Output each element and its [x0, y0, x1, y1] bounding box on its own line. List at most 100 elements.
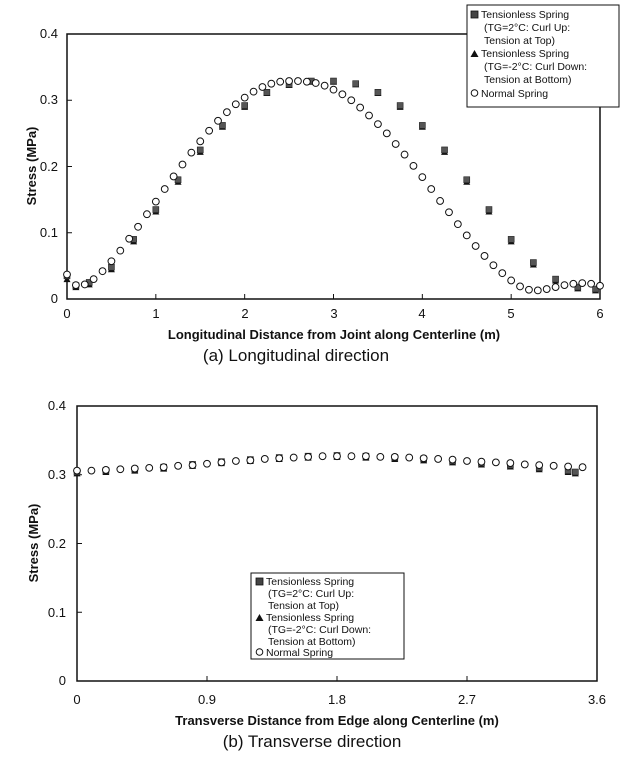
chart-a-xlabel: Longitudinal Distance from Joint along C… — [168, 327, 500, 342]
chart-b-point-circle — [73, 466, 81, 475]
chart-b-ytick-label: 0.1 — [48, 605, 66, 620]
chart-b-point-circle — [260, 455, 269, 463]
chart-a-ytick-label: 0 — [51, 291, 58, 306]
chart-b-point-circle — [477, 457, 486, 466]
chart-a-point-circle — [471, 242, 480, 250]
chart-b-point-circle — [506, 459, 515, 467]
chart-a-ytick-label: 0.4 — [40, 26, 58, 41]
chart-b-legend-label: (TG=2°C: Curl Up: — [268, 588, 354, 600]
chart-b-point-circle — [246, 456, 255, 465]
chart-b-x-ticks: 0 0.9 1.8 2.7 3.6 — [73, 692, 606, 707]
chart-a-legend-label: (TG=-2°C: Curl Down: — [484, 61, 587, 73]
chart-a-ytick-label: 0.3 — [40, 92, 58, 107]
chart-b-point-circle — [448, 455, 457, 464]
chart-a-point-circle — [382, 129, 391, 138]
chart-b-point-circle — [361, 452, 370, 461]
chart-a-ytick-label: 0.1 — [40, 225, 58, 240]
chart-a-point-circle — [178, 160, 187, 169]
chart-a-point-circle — [214, 116, 222, 125]
chart-a-point-circle — [98, 267, 107, 276]
chart-a-x-ticks: 0 1 2 3 4 5 6 — [63, 306, 603, 321]
chart-a-point-circle — [569, 279, 578, 288]
chart-a-point-circle — [507, 276, 516, 285]
chart-b-point-circle — [419, 454, 428, 463]
chart-a-point-circle — [196, 137, 205, 146]
chart-b-xlabel: Transverse Distance from Edge along Cent… — [175, 713, 499, 728]
chart-a-point-square — [374, 89, 382, 96]
chart-a-point-circle — [542, 285, 551, 293]
chart-a-point-square — [396, 102, 404, 109]
chart-b-legend-label: Normal Spring — [266, 647, 333, 659]
chart-a-xtick-label: 1 — [152, 306, 159, 321]
chart-b-point-circle — [275, 454, 284, 463]
chart-b-point-circle — [549, 461, 558, 470]
chart-b-point-circle — [578, 463, 587, 472]
chart-a-legend-triangle-marker — [470, 50, 479, 57]
chart-a-point-circle — [116, 246, 125, 255]
chart-a-point-circle — [498, 269, 507, 278]
chart-a-point-circle — [205, 126, 214, 135]
chart-a-point-square — [530, 259, 537, 266]
chart-a-point-circle — [249, 87, 258, 96]
chart-a-y-ticks: 0 0.1 0.2 0.3 0.4 — [40, 26, 58, 306]
chart-b-point-circle — [203, 459, 211, 468]
chart-a-point-circle — [302, 77, 311, 86]
chart-a-point-circle — [525, 285, 533, 294]
chart-b-point-circle — [390, 452, 399, 461]
chart-b-point-circle — [116, 465, 125, 474]
chart-a-point-circle — [187, 148, 196, 157]
chart-a-point-circle — [294, 77, 302, 85]
chart-b-legend-square-marker — [255, 577, 264, 586]
chart-a-point-circle — [258, 83, 267, 91]
chart-b-point-circle — [174, 461, 183, 470]
chart-b-point-circle — [188, 461, 197, 470]
chart-a-point-circle — [89, 275, 98, 284]
chart-a-xtick-label: 5 — [507, 306, 514, 321]
chart-a-xtick-label: 3 — [330, 306, 337, 321]
chart-a-point-circle — [453, 220, 462, 229]
chart-b-xtick-label: 3.6 — [588, 692, 606, 707]
chart-a-point-circle — [516, 282, 524, 291]
chart-a-point-square — [352, 80, 360, 87]
chart-a-point-circle — [489, 261, 498, 270]
chart-b-legend-label: (TG=-2°C: Curl Down: — [268, 624, 371, 636]
chart-a-point-circle — [276, 77, 285, 86]
chart-b-point-circle — [491, 458, 500, 467]
chart-b-point-circle — [520, 460, 529, 469]
chart-a-point-square — [196, 146, 204, 154]
chart-b-point-circle — [463, 457, 471, 465]
chart-b-legend-label: Tensionless Spring — [266, 576, 354, 588]
chart-a-point-circle — [151, 197, 160, 206]
chart-a-point-circle — [143, 210, 151, 219]
chart-a-point-square — [241, 102, 248, 109]
chart-b-point-circle — [304, 452, 313, 461]
chart-a-point-circle — [409, 161, 418, 170]
chart-a-point-circle — [374, 120, 382, 128]
chart-b-point-circle — [318, 452, 327, 461]
chart-b-point-circle — [376, 452, 385, 461]
chart-b-point-circle — [101, 466, 110, 474]
chart-a-point-square — [463, 176, 471, 184]
chart-a-point-circle — [560, 281, 569, 289]
chart-b-point-circle — [347, 452, 356, 461]
chart-a-legend-label: Tensionless Spring — [481, 48, 569, 60]
chart-a-point-circle — [587, 279, 596, 288]
chart-a-xtick-label: 2 — [241, 306, 248, 321]
chart-b-point-circle — [159, 463, 168, 472]
chart-a-point-circle — [418, 173, 427, 182]
chart-a-tick-marks — [66, 33, 601, 300]
chart-b-point-circle — [289, 453, 298, 462]
chart-a-point-circle — [596, 281, 604, 290]
chart-a-legend-circle-marker — [470, 89, 479, 97]
chart-b-y-ticks: 0 0.1 0.2 0.3 0.4 — [48, 398, 66, 688]
chart-a-caption: (a) Longitudinal direction — [203, 346, 389, 365]
chart-a-point-circle — [436, 197, 445, 205]
chart-a-point-circle — [427, 185, 436, 193]
chart-b-ylabel: Stress (MPa) — [26, 504, 41, 583]
chart-b: 0 0.1 0.2 0.3 0.4 0 0.9 1.8 2.7 3.6 Stre… — [26, 398, 606, 751]
chart-b-legend-label: Tension at Top) — [268, 600, 339, 612]
chart-b-point-circle — [333, 452, 341, 461]
chart-b-point-circle — [145, 463, 154, 472]
chart-a-point-circle — [480, 252, 489, 260]
